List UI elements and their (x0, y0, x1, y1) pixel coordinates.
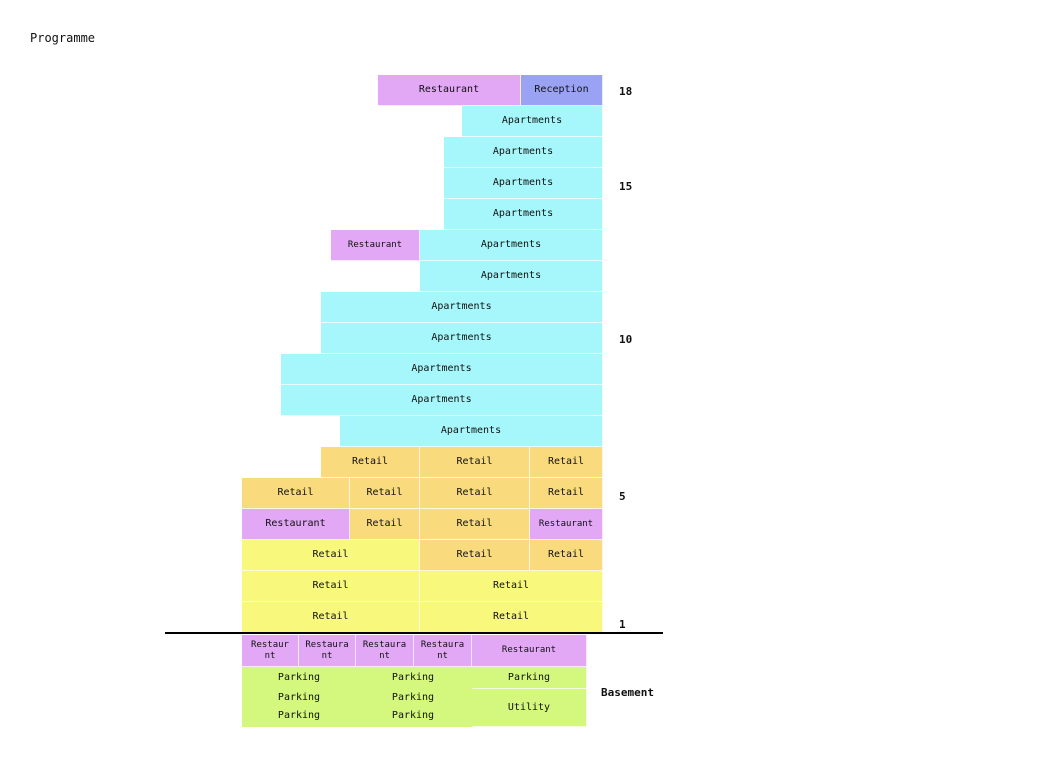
block-apartments: Apartments (462, 106, 603, 137)
block-restaurant: Restaurant (472, 635, 587, 667)
floor-number: 18 (619, 85, 633, 98)
ground-line (165, 632, 663, 634)
block-apartments: Apartments (281, 385, 603, 416)
basement-label: Basement (601, 686, 654, 699)
block-apartments: Apartments (321, 323, 603, 354)
parking-label: Parking (391, 710, 435, 721)
block-apartments: Apartments (444, 137, 603, 168)
parking-label: Parking (277, 692, 321, 703)
block-apartments: Apartments (444, 168, 603, 199)
block-restaurant: Restaurant (242, 509, 350, 540)
block-restaurant: Restaurant (331, 230, 420, 261)
block-retail: Retail (420, 478, 530, 509)
block-restaurant: Restaura nt (299, 635, 356, 667)
block-utility: Utility (472, 689, 587, 727)
parking-label: Parking (277, 710, 321, 721)
page-title: Programme (30, 31, 96, 45)
block-restaurant: Restaur nt (242, 635, 299, 667)
block-apartments: Apartments (420, 261, 603, 292)
block-retail: Retail (420, 540, 530, 571)
block-retail: Retail (530, 478, 603, 509)
block-reception: Reception (521, 75, 603, 106)
parking-label: Parking (277, 672, 321, 683)
floor-number: 15 (619, 180, 633, 193)
floor-number: 1 (619, 618, 626, 631)
floor-number: 10 (619, 333, 633, 346)
block-retail: Retail (530, 540, 603, 571)
block-restaurant: Restaura nt (414, 635, 472, 667)
block-retail: Retail (420, 447, 530, 478)
block-restaurant: Restaurant (378, 75, 521, 106)
parking-label: Parking (391, 692, 435, 703)
block-apartments: Apartments (420, 230, 603, 261)
parking-label: Parking (391, 672, 435, 683)
block-retail: Retail (321, 447, 420, 478)
block-retail: Retail (242, 602, 420, 633)
block-apartments: Apartments (340, 416, 603, 447)
floor-number: 5 (619, 490, 626, 503)
block-apartments: Apartments (281, 354, 603, 385)
block-parking: Parking (472, 667, 587, 689)
block-apartments: Apartments (321, 292, 603, 323)
block-retail: Retail (420, 509, 530, 540)
block-retail: Retail (242, 478, 350, 509)
block-parking-area (242, 667, 472, 727)
block-retail: Retail (350, 509, 420, 540)
block-retail: Retail (350, 478, 420, 509)
block-apartments: Apartments (444, 199, 603, 230)
block-retail: Retail (242, 571, 420, 602)
block-retail: Retail (420, 602, 603, 633)
block-restaurant: Restaura nt (356, 635, 414, 667)
block-retail: Retail (420, 571, 603, 602)
block-restaurant: Restaurant (530, 509, 603, 540)
block-retail: Retail (530, 447, 603, 478)
block-retail: Retail (242, 540, 420, 571)
